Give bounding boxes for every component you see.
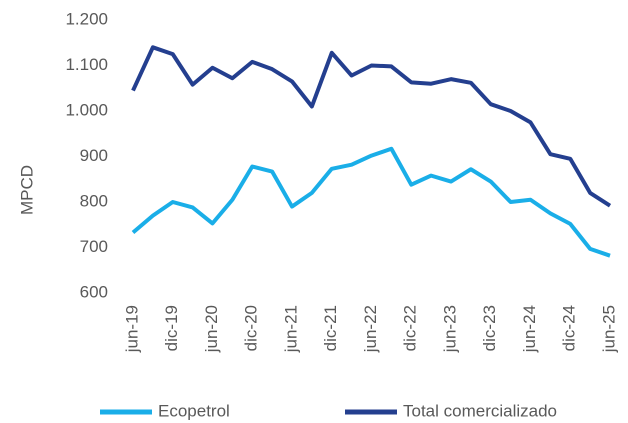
y-tick-label: 700 [80, 237, 108, 256]
x-tick-label: jun-25 [599, 305, 618, 353]
y-tick-label: 1.000 [65, 100, 108, 119]
y-tick-label: 800 [80, 191, 108, 210]
y-tick-label: 600 [80, 282, 108, 301]
x-tick-label: dic-20 [242, 305, 261, 351]
x-tick-label: dic-19 [162, 305, 181, 351]
legend-label: Ecopetrol [158, 401, 230, 420]
x-tick-label: jun-20 [202, 305, 221, 353]
series-line [131, 146, 611, 258]
x-tick-label: jun-23 [440, 305, 459, 353]
x-tick-label: dic-22 [401, 305, 420, 351]
legend-label: Total comercializado [403, 401, 557, 420]
y-axis-label: MPCD [17, 165, 36, 215]
series-line [131, 45, 612, 208]
x-tick-label: dic-23 [480, 305, 499, 351]
x-tick-label: jun-19 [122, 305, 141, 353]
y-tick-label: 900 [80, 146, 108, 165]
x-tick-label: jun-22 [361, 305, 380, 353]
x-tick-label: jun-24 [520, 305, 539, 353]
x-tick-label: jun-21 [281, 305, 300, 353]
y-tick-label: 1.100 [65, 55, 108, 74]
y-tick-label: 1.200 [65, 9, 108, 28]
x-tick-label: dic-24 [560, 305, 579, 351]
x-tick-label: dic-21 [321, 305, 340, 351]
